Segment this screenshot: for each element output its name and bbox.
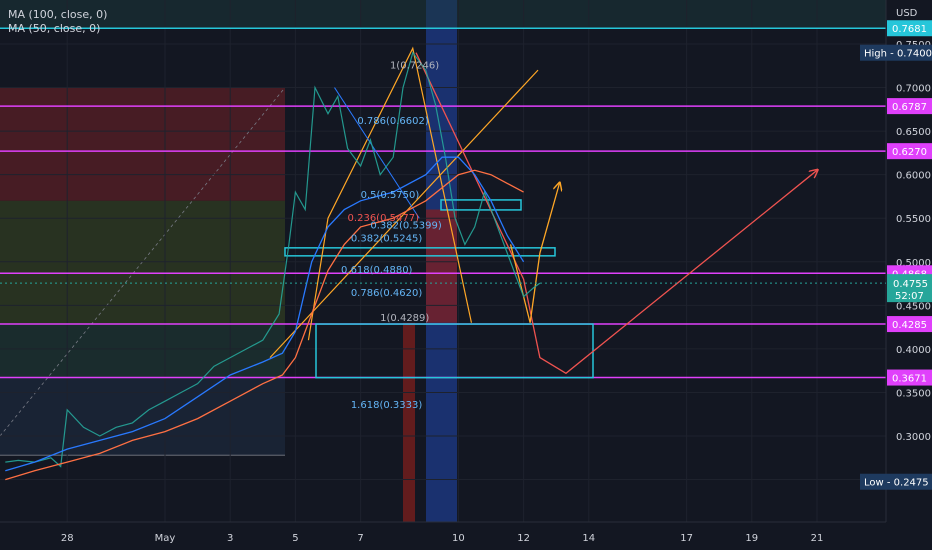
trendline-blue [334,87,420,219]
date-tick-label: 19 [745,533,758,544]
projection-arrow-red [415,52,817,375]
price-line [5,51,541,468]
level-badge [887,98,932,115]
date-tick-label: May [155,533,176,544]
level-badge-label: 0.4285 [892,320,927,331]
resistance-box [284,247,556,257]
series [5,51,541,481]
date-tick-label: 12 [517,533,530,544]
fib-label: 0.382(0.5245) [351,234,423,245]
price-tick-label: 0.3500 [896,388,931,399]
level-badge-label: 0.6787 [892,102,927,113]
last-price-badge [887,274,932,303]
currency-label: USD [896,8,918,19]
fib-label: 1(0.4289) [380,313,429,324]
price-tick-label: 0.6000 [896,171,931,182]
fib-zone-teal [0,324,285,378]
date-tick-label: 14 [582,533,595,544]
fib-zone-red [0,87,285,201]
countdown-label: 52:07 [895,291,924,302]
drawings [269,46,817,379]
price-tick-label: 0.6500 [896,127,931,138]
last-price-label: 0.4755 [893,279,928,290]
level-badge-label: 0.3671 [892,374,927,385]
price-tick-label: 0.5500 [896,214,931,225]
legend-ma100[interactable]: MA (100, close, 0) [8,8,108,21]
level-badge-label: 0.7681 [892,24,927,35]
fib-label: 0.382(0.5399) [370,221,442,232]
wave-orange [307,46,473,341]
date-tick-label: 7 [357,533,363,544]
fib-labels: 1(0.7246) 0.786(0.6602) 0.5(0.5750) 0.236(0… [341,60,442,411]
fib-label: 1.618(0.3333) [351,400,423,411]
level-badge [887,369,932,386]
level-badge [887,316,932,333]
price-tick-label: 0.4000 [896,345,931,356]
price-tick-label: 0.7000 [896,84,931,95]
level-badge [887,143,932,160]
date-tick-label: 10 [452,533,465,544]
fib-label: 1(0.7246) [390,60,439,71]
low-badge [860,473,932,490]
ma100-line [5,169,524,481]
price-badges: 0.76810.67870.62700.48680.42850.3671High… [0,20,932,490]
fib-label: 0.786(0.6602) [357,116,429,127]
high-badge [860,44,932,61]
level-badge [887,20,932,37]
fib-label: 0.618(0.4880) [341,265,413,276]
level-badge-label: 0.6270 [892,147,927,158]
date-axis-labels: 28 May 3 5 7 10 12 14 17 19 21 [61,533,824,544]
date-tick-label: 3 [227,533,233,544]
date-tick-label: 28 [61,533,74,544]
fib-label: 0.786(0.4620) [351,288,423,299]
price-tick-label: 0.3000 [896,432,931,443]
fib-label: 0.236(0.5477) [348,213,420,224]
legend-ma50[interactable]: MA (50, close, 0) [8,22,101,35]
ma50-line [5,156,525,472]
trendline-orange [269,69,539,359]
time-highlight-red [403,322,415,522]
high-badge-label: High - 0.7400 [864,49,932,60]
price-tick-label: 0.5000 [896,258,931,269]
small-box [440,199,522,211]
top-band [0,0,886,29]
low-badge-label: Low - 0.2475 [864,478,929,489]
date-tick-label: 17 [680,533,693,544]
date-tick-label: 21 [811,533,824,544]
date-tick-label: 5 [292,533,298,544]
price-tick-label: 0.4500 [896,301,931,312]
fib-zone-olive [0,200,285,325]
fib-zone-blue [0,377,285,456]
fib-label: 0.5(0.5750) [361,190,420,201]
indicator-legend: MA (100, close, 0) MA (50, close, 0) [8,8,107,36]
